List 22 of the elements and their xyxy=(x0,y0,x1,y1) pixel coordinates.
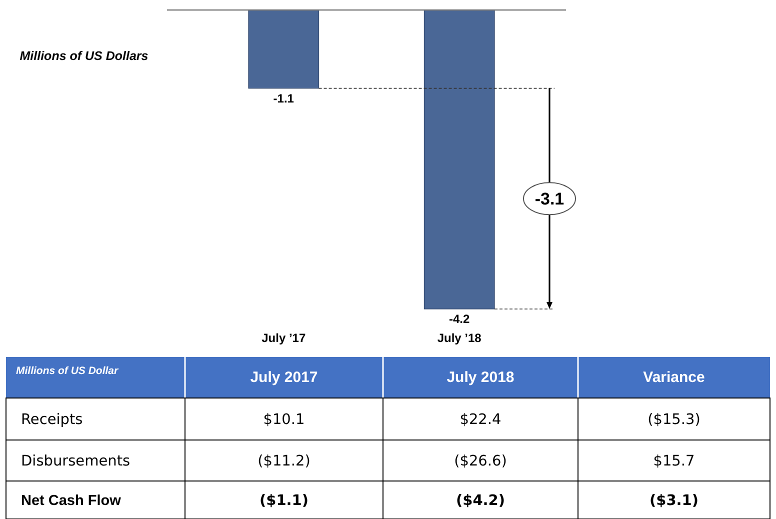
data-label: -1.1 xyxy=(273,91,294,106)
x-tick-label: July ’18 xyxy=(437,331,482,345)
category-label: July 2018 xyxy=(446,369,514,386)
data-label: -4.2 xyxy=(449,312,470,326)
annotation: -3.1 xyxy=(534,190,564,209)
text: ($26.6) xyxy=(454,454,507,470)
text: $15.7 xyxy=(653,454,695,470)
category-label: Net Cash Flow xyxy=(21,493,121,509)
y-axis-title: Millions of US Dollars xyxy=(20,49,148,63)
text: ($11.2) xyxy=(258,454,310,470)
text: ($4.2) xyxy=(456,493,506,509)
category-label: Receipts xyxy=(21,412,83,428)
text: ($3.1) xyxy=(649,493,699,509)
text: ($1.1) xyxy=(259,493,309,509)
text: ($15.3) xyxy=(648,412,700,428)
text: $22.4 xyxy=(460,412,502,428)
x-tick-label: July ’17 xyxy=(262,331,306,345)
category-label: Variance xyxy=(643,369,705,386)
text: $10.1 xyxy=(263,412,305,428)
category-label: Disbursements xyxy=(21,454,130,470)
text: Millions of US Dollar xyxy=(16,365,119,377)
category-label: July 2017 xyxy=(250,369,318,386)
